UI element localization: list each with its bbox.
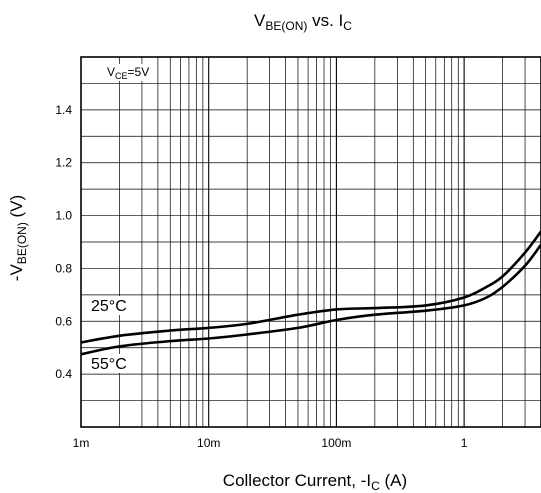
series-line-0 <box>80 230 541 344</box>
annotation-vce: VCE=5V <box>107 65 149 81</box>
x-tick-label-0: 1m <box>73 436 90 450</box>
y-tick-labels: 0.4 0.6 0.8 1.0 1.2 1.4 <box>55 103 72 381</box>
plot-area-border <box>80 56 541 428</box>
y-tick-label-2: 0.8 <box>55 261 72 275</box>
y-axis-label: -VBE(ON) (V) <box>7 195 29 281</box>
chart-title: VBE(ON) vs. IC <box>254 11 352 33</box>
series-label-25c: 25°C <box>91 298 127 315</box>
series-label-55c: 55°C <box>91 356 127 373</box>
series-label-bg-25 <box>89 296 139 315</box>
y-tick-label-1: 0.6 <box>55 314 72 328</box>
x-tick-label-3: 1 <box>461 436 468 450</box>
series-line-1 <box>80 243 541 356</box>
x-tick-labels: 1m 10m 100m 1 <box>73 436 468 450</box>
annotation-box <box>105 64 149 81</box>
y-tick-label-3: 1.0 <box>55 209 72 223</box>
x-tick-label-1: 10m <box>197 436 220 450</box>
series-label-bg-55 <box>89 354 139 373</box>
x-tick-label-2: 100m <box>321 436 351 450</box>
y-tick-label-4: 1.2 <box>55 156 72 170</box>
y-tick-label-0: 0.4 <box>55 367 72 381</box>
grid <box>81 57 541 427</box>
x-axis-label: Collector Current, -IC (A) <box>223 471 407 493</box>
y-tick-label-5: 1.4 <box>55 103 72 117</box>
series-lines <box>80 230 541 356</box>
